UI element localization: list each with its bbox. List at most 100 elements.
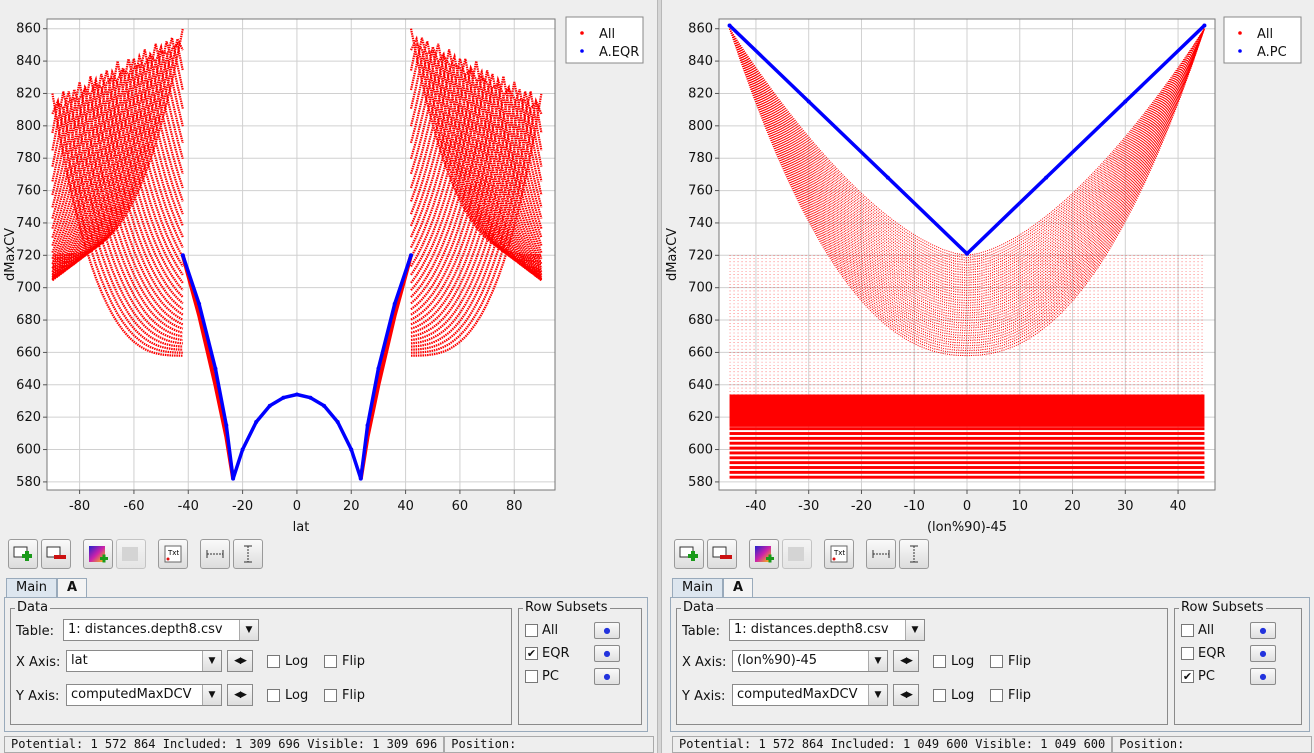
x-tick-label: -20	[851, 499, 872, 514]
add-layer-button[interactable]	[674, 539, 704, 569]
y-axis-cycle-button[interactable]: ◀▶	[227, 684, 253, 706]
row-count-status: Potential: 1 572 864 Included: 1 309 696…	[4, 735, 445, 753]
right-scatter-plot[interactable]: 580 600 620 640 660 680 700 720 740 760 780 800 820 8…	[662, 0, 1314, 535]
y-log-checkbox[interactable]	[933, 689, 946, 702]
y-log-checkbox[interactable]	[267, 689, 280, 702]
bowl-curve	[729, 28, 1205, 324]
y-axis-select[interactable]: computedMaxDCV ▼	[732, 684, 888, 706]
left-scatter-plot[interactable]: 5806006206406606807007207407607808008208…	[0, 0, 657, 535]
y-axis-cycle-button[interactable]: ◀▶	[893, 684, 919, 706]
x-tick-label: 0	[293, 499, 301, 514]
tab-a[interactable]: A	[723, 578, 754, 598]
add-text-label-button[interactable]: Txt	[158, 539, 188, 569]
y-flip-checkbox[interactable]	[990, 689, 1003, 702]
vertical-range-icon	[244, 545, 252, 563]
y-tick-label: 640	[688, 378, 713, 393]
highlight-point	[885, 175, 890, 180]
table-select[interactable]: 1: distances.depth8.csv ▼	[63, 619, 259, 641]
add-density-layer-button[interactable]	[749, 539, 779, 569]
x-tick-label: -10	[904, 499, 925, 514]
table-select-value: 1: distances.depth8.csv	[68, 622, 223, 637]
subset-all-style-button[interactable]: ●	[1250, 622, 1276, 639]
fan-curve	[410, 93, 543, 357]
x-tick-label: -40	[178, 499, 199, 514]
subset-all-checkbox[interactable]	[525, 624, 538, 637]
y-axis-label: dMaxCV	[665, 228, 680, 281]
horizontal-measure-button[interactable]	[200, 539, 230, 569]
subset-pc-style-button[interactable]: ●	[594, 668, 620, 685]
x-axis-select[interactable]: (lon%90)-45 ▼	[732, 650, 888, 672]
y-tick-label: 860	[16, 22, 41, 37]
subset-all-label: All	[542, 623, 559, 638]
fan-curve	[410, 60, 543, 276]
remove-layer-button[interactable]	[41, 539, 71, 569]
bowl-curve	[729, 28, 1205, 294]
subset-all-style-button[interactable]: ●	[594, 622, 620, 639]
add-text-label-button[interactable]: Txt	[824, 539, 854, 569]
x-tick-label: 40	[1170, 499, 1187, 514]
highlight-point	[240, 447, 245, 452]
subset-pc-checkbox[interactable]: ✔	[1181, 670, 1194, 683]
subset-eqr-checkbox[interactable]: ✔	[525, 647, 538, 660]
svg-text:Txt: Txt	[833, 549, 845, 557]
subset-eqr-style-button[interactable]: ●	[1250, 645, 1276, 662]
subset-pc-style-button[interactable]: ●	[1250, 668, 1276, 685]
position-status: Position:	[444, 735, 655, 753]
horizontal-range-icon	[872, 550, 890, 558]
vertical-measure-button[interactable]	[899, 539, 929, 569]
x-axis-cycle-button[interactable]: ◀▶	[227, 650, 253, 672]
x-tick-label: 20	[343, 499, 360, 514]
tab-main[interactable]: Main	[6, 578, 58, 598]
stripe	[729, 466, 1205, 469]
highlight-point	[267, 403, 272, 408]
x-axis-select-value: (lon%90)-45	[737, 653, 818, 668]
x-log-checkbox[interactable]	[267, 655, 280, 668]
stripe	[729, 427, 1205, 431]
x-log-checkbox[interactable]	[933, 655, 946, 668]
table-select[interactable]: 1: distances.depth8.csv ▼	[729, 619, 925, 641]
x-axis-cycle-button[interactable]: ◀▶	[893, 650, 919, 672]
y-flip-checkbox[interactable]	[324, 689, 337, 702]
highlight-point	[409, 253, 414, 258]
x-flip-checkbox[interactable]	[324, 655, 337, 668]
highlight-point	[180, 253, 185, 258]
stripe	[729, 441, 1205, 445]
density-layer-disabled-button[interactable]	[782, 539, 812, 569]
x-axis-select[interactable]: lat ▼	[66, 650, 222, 672]
fan-region	[409, 28, 543, 357]
horizontal-measure-button[interactable]	[866, 539, 896, 569]
y-tick-label: 720	[688, 248, 713, 263]
bowl-curve	[729, 28, 1205, 312]
fan-curve	[52, 41, 184, 268]
x-flip-checkbox[interactable]	[990, 655, 1003, 668]
stripe	[729, 451, 1205, 455]
tab-a[interactable]: A	[57, 578, 88, 598]
text-label-icon: Txt	[164, 545, 182, 563]
y-axis-select[interactable]: computedMaxDCV ▼	[66, 684, 222, 706]
bowl-curve	[729, 28, 1205, 284]
bowl-curve	[729, 28, 1205, 314]
bowl-curve	[729, 28, 1205, 344]
left-tab-strip: Main A	[6, 578, 88, 598]
fan-curve	[410, 75, 543, 316]
row-subsets-title: Row Subsets	[523, 600, 610, 615]
tab-main[interactable]: Main	[672, 578, 724, 598]
add-density-layer-button[interactable]	[83, 539, 113, 569]
y-tick-label: 600	[688, 443, 713, 458]
vertical-measure-button[interactable]	[233, 539, 263, 569]
subset-all-checkbox[interactable]	[1181, 624, 1194, 637]
bowl-curve	[729, 28, 1205, 299]
x-tick-label: 20	[1064, 499, 1081, 514]
split-divider[interactable]	[657, 0, 662, 753]
subset-eqr-checkbox[interactable]	[1181, 647, 1194, 660]
fan-curve	[52, 42, 184, 273]
subset-eqr-style-button[interactable]: ●	[594, 645, 620, 662]
bowl-curve	[729, 28, 1205, 329]
highlight-point	[197, 301, 202, 306]
fan-region	[51, 28, 184, 357]
density-layer-disabled-button[interactable]	[116, 539, 146, 569]
stripe	[729, 461, 1205, 465]
add-layer-button[interactable]	[8, 539, 38, 569]
remove-layer-button[interactable]	[707, 539, 737, 569]
subset-pc-checkbox[interactable]	[525, 670, 538, 683]
